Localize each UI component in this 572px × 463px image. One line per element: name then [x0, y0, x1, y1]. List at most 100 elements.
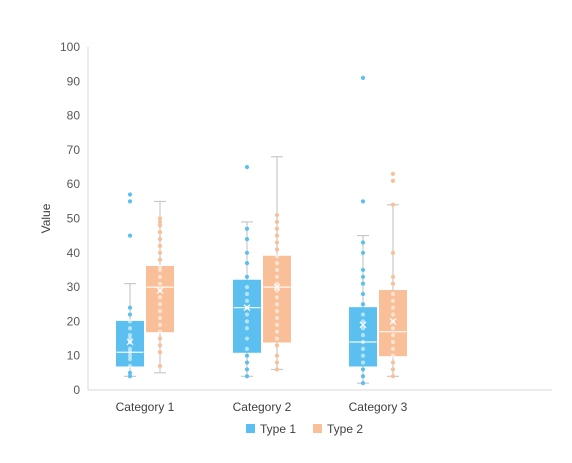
data-point — [360, 339, 366, 345]
data-point — [244, 312, 250, 317]
data-point — [157, 236, 163, 242]
box-type-1-3 — [349, 75, 377, 386]
data-point — [274, 322, 280, 327]
data-point — [390, 333, 396, 338]
data-point — [274, 309, 280, 314]
data-point — [274, 288, 280, 293]
y-axis-title: Value — [39, 203, 53, 233]
y-tick-label: 20 — [67, 314, 81, 328]
mean-marker — [359, 321, 367, 329]
data-point — [274, 267, 280, 273]
data-point — [274, 219, 280, 225]
data-point — [157, 250, 163, 255]
y-tick-label: 30 — [67, 280, 81, 294]
data-point — [360, 374, 366, 379]
data-point — [360, 302, 366, 307]
data-point — [274, 367, 280, 372]
data-point — [157, 322, 163, 327]
data-point — [127, 319, 133, 324]
data-point — [157, 350, 163, 355]
data-point — [274, 281, 280, 286]
data-point — [360, 319, 366, 324]
data-point — [274, 254, 280, 259]
data-point — [274, 336, 280, 341]
data-point — [274, 295, 280, 300]
data-point — [157, 363, 163, 369]
data-point — [390, 367, 396, 372]
data-point — [360, 333, 366, 338]
data-point — [390, 346, 396, 351]
data-point — [127, 305, 133, 310]
data-point — [390, 178, 396, 183]
data-point — [157, 219, 163, 225]
data-point — [244, 285, 250, 290]
data-point — [157, 274, 163, 279]
data-point — [157, 257, 163, 262]
data-point — [244, 336, 250, 341]
data-point — [244, 250, 250, 255]
y-tick-label: 90 — [67, 74, 81, 88]
data-point — [390, 305, 396, 310]
data-point — [360, 281, 366, 286]
data-point — [390, 281, 396, 286]
x-category-label: Category 1 — [116, 400, 175, 414]
data-point — [390, 274, 396, 279]
plot-layer — [116, 75, 407, 386]
data-point — [360, 240, 366, 245]
data-point — [244, 236, 250, 242]
data-point — [127, 346, 133, 351]
data-point — [360, 346, 366, 351]
data-point — [274, 240, 280, 245]
data-point — [274, 233, 280, 238]
box-type-2-2 — [263, 156, 291, 372]
data-point — [127, 350, 133, 355]
data-point — [360, 360, 366, 365]
data-point — [157, 343, 163, 348]
data-point — [244, 353, 250, 358]
data-point — [127, 370, 133, 375]
data-point — [390, 374, 396, 379]
data-point — [360, 199, 366, 204]
legend-swatch — [313, 424, 322, 433]
data-point — [274, 226, 280, 231]
y-tick-label: 40 — [67, 246, 81, 260]
legend-label: Type 2 — [327, 422, 363, 436]
data-point — [360, 326, 366, 331]
data-point — [390, 339, 396, 345]
data-point — [127, 326, 133, 331]
data-point — [157, 309, 163, 314]
legend-swatch — [246, 424, 255, 433]
data-point — [157, 329, 163, 334]
data-point — [360, 291, 366, 297]
data-point — [390, 353, 396, 358]
data-point — [360, 274, 366, 279]
data-point — [127, 353, 133, 358]
data-point — [360, 250, 366, 255]
box-type-2-1 — [146, 200, 174, 374]
data-point — [157, 281, 163, 286]
data-point — [360, 381, 366, 386]
x-category-label: Category 3 — [349, 400, 408, 414]
data-point — [157, 336, 163, 341]
y-tick-label: 70 — [67, 143, 81, 157]
data-point — [157, 264, 163, 269]
data-point — [127, 339, 133, 345]
data-point — [274, 353, 280, 358]
label-layer: 0 10 20 30 40 50 60 70 80 90 100 Value Category 1 Cat… — [39, 40, 408, 414]
legend-item: Type 1 — [246, 422, 296, 436]
data-point — [157, 216, 163, 221]
data-point — [274, 212, 280, 218]
data-point — [244, 360, 250, 365]
y-tick-label: 0 — [73, 383, 80, 397]
data-point — [127, 312, 133, 317]
data-point — [127, 363, 133, 369]
data-point — [360, 267, 366, 273]
box-type-2-3 — [379, 171, 407, 379]
data-point — [244, 374, 250, 379]
data-point — [244, 305, 250, 310]
data-point — [157, 223, 163, 228]
data-point — [360, 75, 366, 80]
axes-layer — [87, 47, 552, 391]
